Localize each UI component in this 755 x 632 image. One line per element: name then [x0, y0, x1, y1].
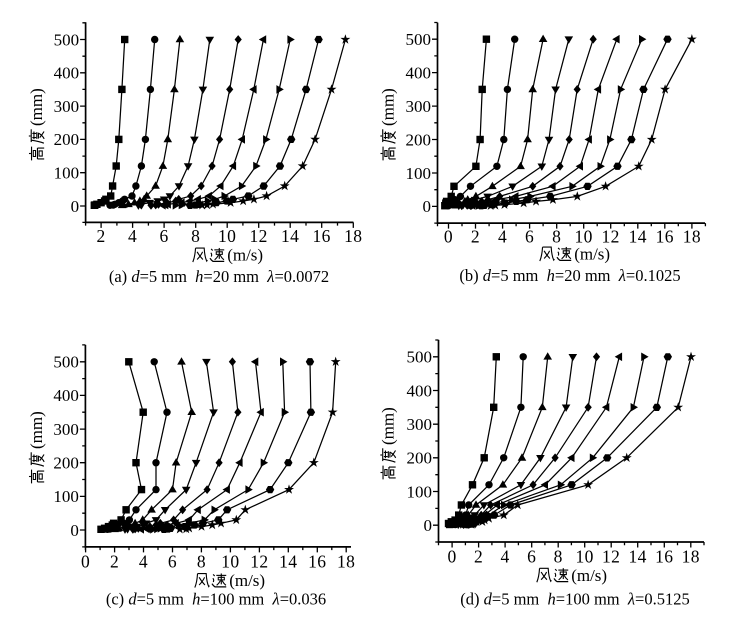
- svg-text:(mm): (mm): [379, 88, 398, 126]
- svg-text:100: 100: [54, 164, 80, 183]
- svg-text:400: 400: [53, 386, 79, 405]
- svg-text:0: 0: [71, 197, 80, 216]
- svg-text:(d) d=5 mm h=100 mm λ=0.5125: (d) d=5 mm h=100 mm λ=0.5125: [460, 590, 689, 609]
- svg-text:200: 200: [407, 449, 433, 468]
- svg-text:2: 2: [471, 226, 480, 246]
- svg-text:16: 16: [313, 226, 331, 246]
- svg-text:14: 14: [629, 226, 647, 246]
- svg-text:(c) d=5 mm h=100 mm λ=0.036: (c) d=5 mm h=100 mm λ=0.036: [106, 590, 326, 609]
- svg-text:12: 12: [250, 226, 268, 246]
- svg-text:200: 200: [53, 454, 79, 473]
- svg-text:500: 500: [406, 30, 432, 49]
- svg-text:16: 16: [656, 226, 674, 246]
- svg-text:6: 6: [160, 226, 169, 246]
- svg-text:12: 12: [250, 551, 268, 571]
- svg-text:12: 12: [602, 226, 620, 246]
- svg-text:300: 300: [53, 420, 79, 439]
- svg-text:4: 4: [139, 551, 148, 571]
- svg-text:4: 4: [501, 546, 510, 566]
- svg-text:100: 100: [407, 482, 433, 501]
- svg-text:100: 100: [406, 164, 432, 183]
- svg-text:6: 6: [168, 551, 177, 571]
- svg-text:8: 8: [554, 546, 563, 566]
- svg-text:10: 10: [576, 546, 594, 566]
- svg-text:10: 10: [221, 551, 239, 571]
- svg-text:300: 300: [54, 97, 80, 116]
- svg-text:0: 0: [70, 521, 79, 540]
- svg-text:2: 2: [110, 551, 119, 571]
- svg-text:400: 400: [406, 63, 432, 82]
- svg-text:500: 500: [407, 348, 433, 367]
- svg-text:(mm): (mm): [379, 407, 398, 445]
- svg-text:(a) d=5 mm h=20 mm λ=0.0072: (a) d=5 mm h=20 mm λ=0.0072: [109, 267, 329, 286]
- svg-text:0: 0: [81, 551, 90, 571]
- svg-text:(m/s): (m/s): [229, 571, 265, 590]
- svg-text:8: 8: [197, 551, 206, 571]
- svg-text:(b) d=5 mm h=20 mm λ=0.1025: (b) d=5 mm h=20 mm λ=0.1025: [459, 266, 680, 285]
- svg-text:4: 4: [498, 226, 507, 246]
- svg-text:(m/s): (m/s): [571, 566, 607, 585]
- svg-text:(m/s): (m/s): [227, 246, 263, 265]
- svg-text:400: 400: [54, 64, 80, 83]
- svg-text:16: 16: [655, 546, 673, 566]
- svg-text:(mm): (mm): [27, 88, 46, 126]
- svg-text:18: 18: [682, 546, 700, 566]
- svg-text:8: 8: [552, 226, 561, 246]
- svg-text:10: 10: [575, 226, 593, 246]
- svg-text:200: 200: [54, 130, 80, 149]
- svg-text:8: 8: [191, 226, 200, 246]
- svg-text:0: 0: [444, 226, 453, 246]
- svg-text:2: 2: [97, 226, 106, 246]
- svg-text:100: 100: [53, 487, 79, 506]
- svg-text:0: 0: [423, 197, 432, 216]
- svg-text:10: 10: [218, 226, 236, 246]
- svg-text:6: 6: [525, 226, 534, 246]
- svg-text:6: 6: [527, 546, 536, 566]
- svg-text:(mm): (mm): [27, 411, 46, 449]
- svg-text:500: 500: [53, 353, 79, 372]
- svg-text:(m/s): (m/s): [574, 245, 610, 264]
- svg-text:18: 18: [337, 551, 355, 571]
- svg-text:200: 200: [406, 130, 432, 149]
- svg-text:14: 14: [279, 551, 297, 571]
- svg-text:2: 2: [474, 546, 483, 566]
- svg-text:12: 12: [602, 546, 620, 566]
- svg-text:0: 0: [424, 516, 433, 535]
- svg-text:14: 14: [281, 226, 299, 246]
- svg-text:4: 4: [128, 226, 137, 246]
- svg-text:18: 18: [344, 226, 362, 246]
- svg-text:18: 18: [683, 226, 701, 246]
- svg-text:400: 400: [407, 381, 433, 400]
- svg-text:300: 300: [407, 415, 433, 434]
- svg-text:0: 0: [448, 546, 457, 566]
- svg-text:16: 16: [308, 551, 326, 571]
- svg-text:14: 14: [629, 546, 647, 566]
- svg-text:300: 300: [406, 97, 432, 116]
- svg-text:500: 500: [54, 30, 80, 49]
